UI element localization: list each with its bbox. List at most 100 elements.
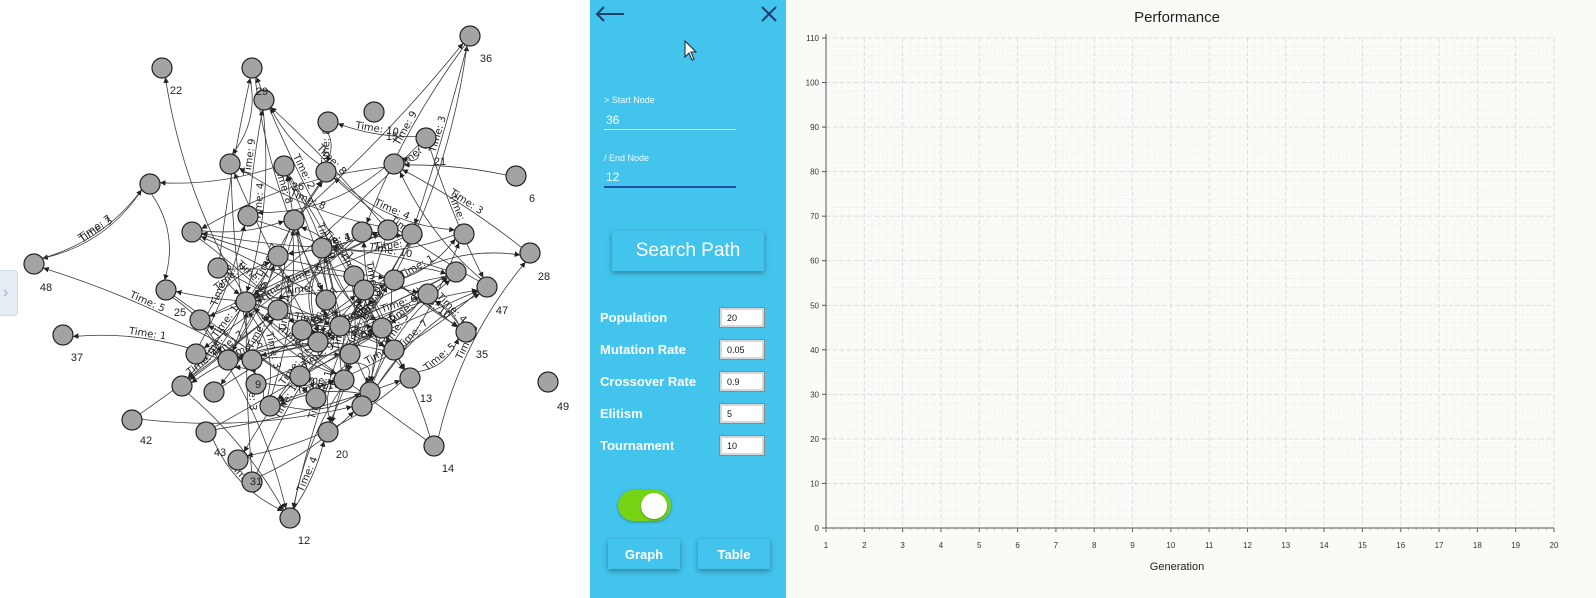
graph-node[interactable] xyxy=(363,101,385,123)
node-label: 9 xyxy=(255,379,261,391)
graph-edge xyxy=(223,275,240,295)
graph-node[interactable] xyxy=(519,242,541,264)
graph-node[interactable] xyxy=(189,309,211,331)
edge-weight-label: Time: 5 xyxy=(421,341,458,374)
graph-node[interactable] xyxy=(401,223,423,245)
graph-node[interactable] xyxy=(259,395,281,417)
graph-node[interactable] xyxy=(139,173,161,195)
graph-node[interactable] xyxy=(311,237,333,259)
graph-node[interactable] xyxy=(121,409,143,431)
graph-canvas[interactable]: Time: 7 Time: 2 Time: 1 Time: 5 Time: 5 Time:… xyxy=(0,0,598,598)
graph-node[interactable] xyxy=(423,435,445,457)
graph-edge xyxy=(253,307,337,375)
start-node-label: > Start Node xyxy=(604,95,655,105)
elitism-input[interactable] xyxy=(719,403,765,424)
graph-node[interactable] xyxy=(267,299,289,321)
start-node-input[interactable] xyxy=(604,106,736,130)
mutation-rate-input[interactable] xyxy=(719,339,765,360)
graph-edge xyxy=(231,77,253,155)
graph-node[interactable] xyxy=(273,155,295,177)
close-icon[interactable] xyxy=(760,5,778,23)
graph-node[interactable] xyxy=(291,319,313,341)
graph-node[interactable] xyxy=(315,161,337,183)
back-arrow-icon[interactable] xyxy=(594,4,626,24)
graph-node[interactable] xyxy=(279,507,301,529)
graph-node[interactable] xyxy=(537,371,559,393)
graph-node[interactable] xyxy=(283,209,305,231)
graph-node[interactable] xyxy=(455,321,477,343)
x-tick-label: 10 xyxy=(1166,541,1175,550)
graph-node[interactable] xyxy=(227,449,249,471)
graph-node[interactable] xyxy=(383,153,405,175)
graph-node[interactable] xyxy=(151,57,173,79)
mode-toggle[interactable] xyxy=(618,490,671,521)
graph-node[interactable] xyxy=(241,349,263,371)
graph-node[interactable] xyxy=(171,375,193,397)
x-tick-label: 18 xyxy=(1473,541,1482,550)
graph-edge xyxy=(319,309,329,333)
graph-node[interactable] xyxy=(383,339,405,361)
y-tick-label: 30 xyxy=(810,390,819,399)
graph-node[interactable] xyxy=(245,373,267,395)
graph-node[interactable] xyxy=(307,331,329,353)
graph-node[interactable] xyxy=(237,205,259,227)
graph-node[interactable] xyxy=(52,324,74,346)
graph-node[interactable] xyxy=(185,343,207,365)
graph-node[interactable] xyxy=(333,369,355,391)
graph-edge xyxy=(417,338,459,373)
graph-view[interactable]: Time: 7 Time: 2 Time: 1 Time: 5 Time: 5 Time:… xyxy=(0,0,598,598)
graph-node[interactable] xyxy=(459,25,481,47)
graph-edge xyxy=(277,333,374,401)
graph-node[interactable] xyxy=(195,421,217,443)
node-label: 15 xyxy=(386,131,398,143)
graph-node[interactable] xyxy=(241,471,263,493)
elitism-row: Elitism xyxy=(600,403,776,425)
graph-node[interactable] xyxy=(23,253,45,275)
graph-node[interactable] xyxy=(453,223,475,245)
graph-node[interactable] xyxy=(351,221,373,243)
graph-node[interactable] xyxy=(351,395,373,417)
graph-node[interactable] xyxy=(329,315,351,337)
graph-node[interactable] xyxy=(181,221,203,243)
side-panel-handle[interactable]: › xyxy=(0,270,18,316)
graph-node[interactable] xyxy=(505,165,527,187)
graph-node[interactable] xyxy=(317,421,339,443)
graph-node[interactable] xyxy=(219,153,241,175)
x-tick-label: 17 xyxy=(1435,541,1444,550)
graph-node[interactable] xyxy=(445,261,467,283)
graph-node[interactable] xyxy=(371,317,393,339)
graph-node[interactable] xyxy=(417,283,439,305)
graph-node[interactable] xyxy=(235,291,257,313)
graph-node[interactable] xyxy=(155,279,177,301)
graph-node[interactable] xyxy=(383,269,405,291)
graph-node[interactable] xyxy=(415,127,437,149)
graph-node[interactable] xyxy=(377,219,399,241)
node-label: 48 xyxy=(40,282,52,294)
graph-node[interactable] xyxy=(315,289,337,311)
graph-node[interactable] xyxy=(267,245,289,267)
search-path-button[interactable]: Search Path xyxy=(612,231,764,271)
graph-node[interactable] xyxy=(317,111,339,133)
tournament-input[interactable] xyxy=(719,435,765,456)
graph-node[interactable] xyxy=(353,279,375,301)
graph-node[interactable] xyxy=(305,387,327,409)
graph-node[interactable] xyxy=(476,276,498,298)
graph-node[interactable] xyxy=(217,349,239,371)
graph-node[interactable] xyxy=(339,343,361,365)
graph-node[interactable] xyxy=(253,89,275,111)
graph-node[interactable] xyxy=(241,57,263,79)
graph-node[interactable] xyxy=(207,257,229,279)
graph-node[interactable] xyxy=(203,381,225,403)
population-input[interactable] xyxy=(719,307,765,328)
table-button[interactable]: Table xyxy=(698,539,770,569)
end-node-input[interactable] xyxy=(604,164,736,188)
graph-button[interactable]: Graph xyxy=(608,539,680,569)
graph-edge xyxy=(369,337,381,383)
graph-node[interactable] xyxy=(399,367,421,389)
graph-edge xyxy=(248,109,265,207)
graph-edge xyxy=(256,318,274,352)
graph-edge xyxy=(326,131,332,163)
node-label: 49 xyxy=(557,401,569,413)
crossover-rate-input[interactable] xyxy=(719,371,765,392)
graph-node[interactable] xyxy=(289,365,311,387)
